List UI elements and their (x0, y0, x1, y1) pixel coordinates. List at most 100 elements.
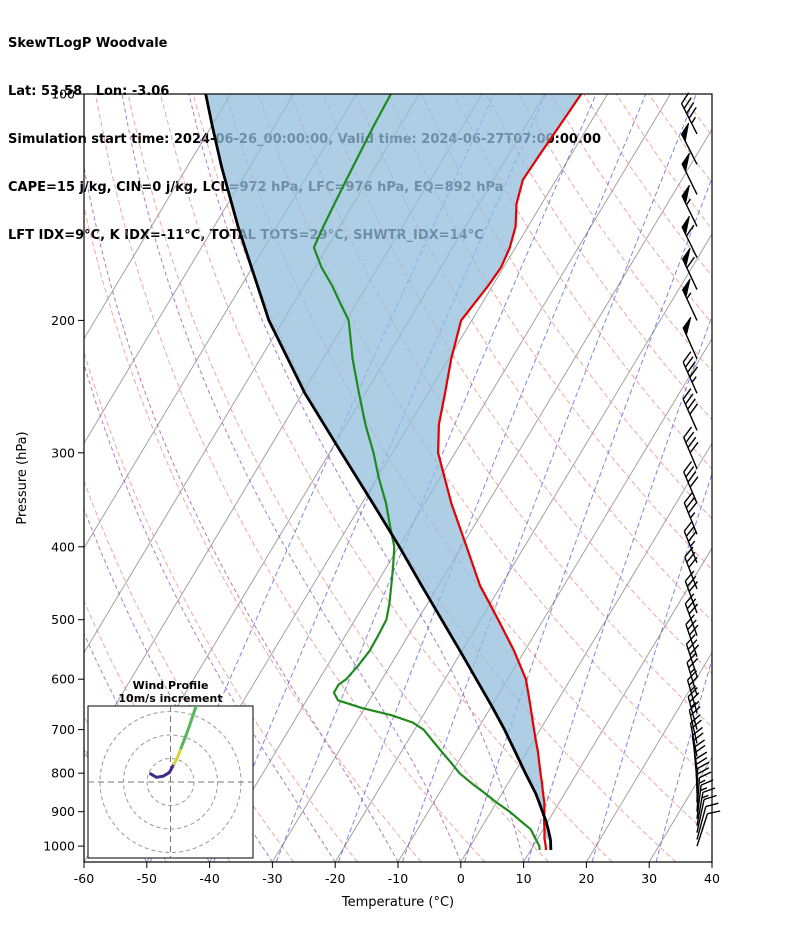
wind-barb (696, 802, 719, 840)
y-tick-label: 800 (51, 766, 75, 781)
wind-barb (683, 461, 699, 504)
x-tick-label: -40 (199, 871, 219, 886)
barb-staff (696, 779, 714, 819)
mixing-ratio-line (275, 94, 597, 862)
isotherm-line (271, 128, 712, 862)
dry-adiabat (84, 203, 422, 862)
isotherm-line (334, 233, 712, 862)
barb-pennant (682, 317, 692, 337)
hodograph-trace (179, 706, 198, 750)
dry-adiabat (127, 94, 549, 862)
x-tick-label: -10 (388, 871, 408, 886)
x-axis-label: Temperature (°C) (341, 895, 454, 910)
dry-adiabat (84, 350, 358, 862)
wind-barb (696, 810, 721, 847)
x-tick-label: 40 (704, 871, 720, 886)
y-tick-label: 900 (51, 804, 75, 819)
x-tick-label: 0 (457, 871, 465, 886)
dry-adiabat (387, 94, 712, 571)
barb-staff (691, 726, 704, 770)
mixing-ratio-line (655, 657, 712, 862)
dewpoint-curve (312, 94, 541, 851)
wind-barb (696, 794, 717, 833)
wind-barb (696, 771, 712, 812)
wind-barb (681, 152, 698, 195)
dry-adiabat (615, 94, 712, 231)
barb-staff (681, 256, 698, 290)
hodograph-trace (172, 746, 183, 766)
dry-adiabat (550, 94, 712, 325)
wind-barb (683, 426, 699, 470)
barb-staff (685, 614, 699, 657)
dry-adiabat (322, 94, 712, 675)
x-tick-label: -30 (262, 871, 282, 886)
barb-staff (681, 163, 698, 195)
hodograph-ring (99, 711, 242, 853)
barb-staff (683, 520, 698, 563)
dry-adiabat (355, 94, 712, 622)
mixing-ratio-line (591, 472, 712, 862)
wind-barb (687, 687, 700, 730)
barb-staff (696, 802, 719, 840)
barb-staff (681, 224, 698, 258)
mixing-ratio-line (338, 94, 647, 862)
wind-barb (681, 215, 698, 258)
moist-adiabat (84, 362, 336, 862)
wind-barb (680, 122, 698, 165)
y-tick-label: 700 (51, 722, 75, 737)
barb-staff (696, 787, 716, 827)
barb-staff (684, 546, 698, 590)
dry-adiabat (84, 479, 295, 862)
barb-staff (684, 570, 699, 614)
wind-barb (682, 351, 699, 394)
mixing-ratio-line (719, 94, 794, 862)
wind-barb (691, 726, 704, 770)
isotherm-line (84, 94, 232, 340)
mixing-ratio-line (464, 176, 712, 862)
y-tick-label: 100 (51, 87, 75, 102)
isotherm-line (523, 547, 712, 862)
y-tick-label: 300 (51, 445, 75, 460)
wind-barb (683, 520, 698, 563)
chart-title: SkewTLogP Woodvale (8, 36, 168, 51)
moist-adiabat (121, 94, 462, 862)
location-line: Lat: 53.58 Lon: -3.06 (8, 84, 170, 99)
y-tick-label: 400 (51, 539, 75, 554)
barb-staff (696, 794, 717, 833)
wind-barb (682, 317, 698, 360)
moist-adiabat (188, 94, 525, 862)
barb-staff (696, 771, 712, 812)
mixing-ratio-line (527, 314, 712, 862)
barb-staff (683, 492, 698, 535)
hodograph-ring (123, 734, 218, 830)
barb-staff (680, 92, 698, 135)
isotherm-line (397, 337, 712, 862)
x-tick-label: 30 (641, 871, 657, 886)
dry-adiabat (648, 94, 712, 184)
barb-staff (682, 327, 698, 360)
wind-barb (684, 570, 699, 614)
temperature-curve (437, 94, 583, 851)
wind-barb (682, 388, 699, 431)
dry-adiabat (159, 94, 613, 862)
wind-barb (681, 278, 698, 321)
x-tick-label: -60 (74, 871, 94, 886)
barb-staff (683, 426, 699, 470)
barb-staff (682, 388, 699, 431)
isotherm-line (711, 861, 712, 862)
y-tick-label: 600 (51, 672, 75, 687)
wind-barb (696, 779, 714, 819)
cape-shaded-area (205, 94, 582, 842)
y-axis-label: Pressure (hPa) (15, 431, 30, 524)
hodograph-trace (149, 762, 176, 779)
wind-barb (683, 492, 698, 535)
hodograph-subtitle: 10m/s increment (118, 692, 222, 705)
barb-staff (696, 810, 721, 847)
wind-barb (681, 247, 698, 290)
plot-area (84, 94, 794, 862)
isotherm-line (84, 94, 295, 445)
